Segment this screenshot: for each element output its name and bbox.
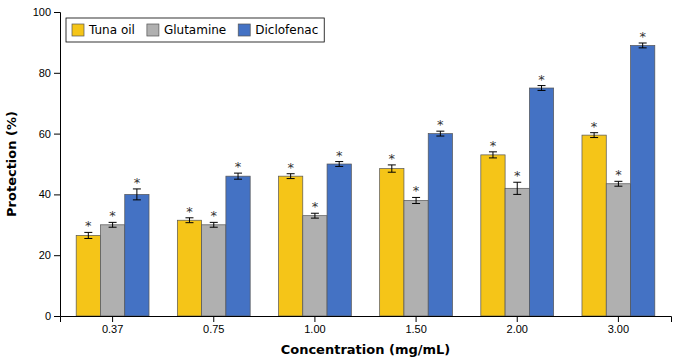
tick: 40 bbox=[39, 188, 60, 200]
annotation: * bbox=[235, 159, 242, 174]
tick-mark bbox=[54, 134, 60, 135]
legend-frame bbox=[66, 18, 324, 42]
tick: 2.00 bbox=[507, 316, 528, 335]
annotation: * bbox=[538, 72, 545, 87]
annotation: * bbox=[615, 167, 622, 182]
annotation: * bbox=[186, 204, 193, 219]
annotation: * bbox=[437, 117, 444, 132]
annotation: * bbox=[490, 138, 497, 153]
tick-mark bbox=[618, 316, 619, 322]
tick-label: 0 bbox=[45, 310, 51, 322]
bar bbox=[279, 176, 303, 316]
tick-label: 80 bbox=[39, 67, 51, 79]
y-axis: 0 20 40 60 80 100 bbox=[33, 6, 61, 322]
annotation: * bbox=[134, 175, 141, 190]
tick-label: 3.00 bbox=[608, 323, 629, 335]
tick-label: 40 bbox=[39, 188, 51, 200]
annotation: * bbox=[312, 199, 319, 214]
legend-label: Tuna oil bbox=[88, 23, 135, 37]
plot-area bbox=[76, 43, 655, 316]
legend-item: Tuna oil bbox=[72, 23, 135, 37]
bar bbox=[125, 194, 149, 316]
tick: 0.37 bbox=[102, 316, 123, 335]
annotation: * bbox=[109, 208, 116, 223]
legend-swatch bbox=[147, 24, 159, 36]
tick: 60 bbox=[39, 128, 60, 140]
bar bbox=[631, 45, 655, 316]
bar bbox=[428, 134, 452, 316]
tick: 0 bbox=[45, 310, 60, 322]
tick: 80 bbox=[39, 67, 60, 79]
tick: 20 bbox=[39, 249, 60, 261]
axis-line bbox=[54, 13, 61, 317]
annotation: * bbox=[514, 168, 521, 183]
tick-mark bbox=[54, 316, 60, 317]
chart: * * * * * * * * * * * * * * * * * * 0.37 0.75 1.00 1.50 2.00 3.… bbox=[0, 0, 685, 364]
tick-mark bbox=[314, 316, 315, 322]
bar bbox=[303, 216, 327, 316]
bar bbox=[481, 155, 505, 316]
tick: 100 bbox=[33, 6, 60, 18]
tick: 0.75 bbox=[203, 316, 224, 335]
series bbox=[76, 133, 606, 316]
tick-label: 60 bbox=[39, 128, 51, 140]
tick-label: 20 bbox=[39, 249, 51, 261]
legend-swatch bbox=[72, 24, 84, 36]
error-bar bbox=[513, 182, 521, 194]
annotation: * bbox=[85, 218, 92, 233]
legend-label: Diclofenac bbox=[255, 23, 318, 37]
bar bbox=[76, 235, 100, 316]
tick-mark bbox=[54, 255, 60, 256]
bar bbox=[226, 176, 250, 316]
bar bbox=[529, 88, 553, 316]
bar bbox=[404, 200, 428, 316]
annotation: * bbox=[287, 160, 294, 175]
y-axis-title: Protection (%) bbox=[4, 111, 19, 217]
tick-label: 2.00 bbox=[507, 323, 528, 335]
tick-mark bbox=[213, 316, 214, 322]
bar bbox=[177, 220, 201, 316]
tick-label: 1.50 bbox=[405, 323, 426, 335]
bar bbox=[582, 135, 606, 316]
bar bbox=[327, 164, 351, 316]
annotation: * bbox=[389, 151, 396, 166]
bar bbox=[505, 188, 529, 316]
tick-mark bbox=[54, 12, 60, 13]
tick: 3.00 bbox=[608, 316, 629, 335]
bar bbox=[202, 225, 226, 316]
annotations: * * * * * * * * * * * * * * * * * * bbox=[85, 29, 646, 233]
legend-label: Glutamine bbox=[164, 23, 226, 37]
legend-swatch bbox=[238, 24, 250, 36]
x-axis-title: Concentration (mg/mL) bbox=[281, 342, 451, 357]
legend-item: Glutamine bbox=[147, 23, 226, 37]
annotation: * bbox=[591, 119, 598, 134]
tick-mark bbox=[54, 194, 60, 195]
annotation: * bbox=[413, 183, 420, 198]
error-bar bbox=[388, 165, 396, 172]
bar bbox=[100, 225, 124, 316]
tick-label: 1.00 bbox=[304, 323, 325, 335]
tick-mark bbox=[416, 316, 417, 322]
tick-mark bbox=[54, 73, 60, 74]
legend: Tuna oil Glutamine Diclofenac bbox=[66, 18, 324, 42]
tick: 1.00 bbox=[304, 316, 325, 335]
series bbox=[125, 43, 655, 316]
tick-mark bbox=[112, 316, 113, 322]
tick-mark bbox=[517, 316, 518, 322]
error-bar bbox=[133, 189, 141, 200]
tick-label: 100 bbox=[33, 6, 51, 18]
annotation: * bbox=[211, 208, 218, 223]
bar bbox=[606, 184, 630, 316]
tick: 1.50 bbox=[405, 316, 426, 335]
axis-line bbox=[61, 317, 672, 323]
annotation: * bbox=[639, 29, 646, 44]
tick-label: 0.75 bbox=[203, 323, 224, 335]
annotation: * bbox=[336, 148, 343, 163]
x-axis: 0.37 0.75 1.00 1.50 2.00 3.00 bbox=[61, 316, 672, 335]
tick-label: 0.37 bbox=[102, 323, 123, 335]
bar bbox=[380, 169, 404, 316]
legend-item: Diclofenac bbox=[238, 23, 318, 37]
